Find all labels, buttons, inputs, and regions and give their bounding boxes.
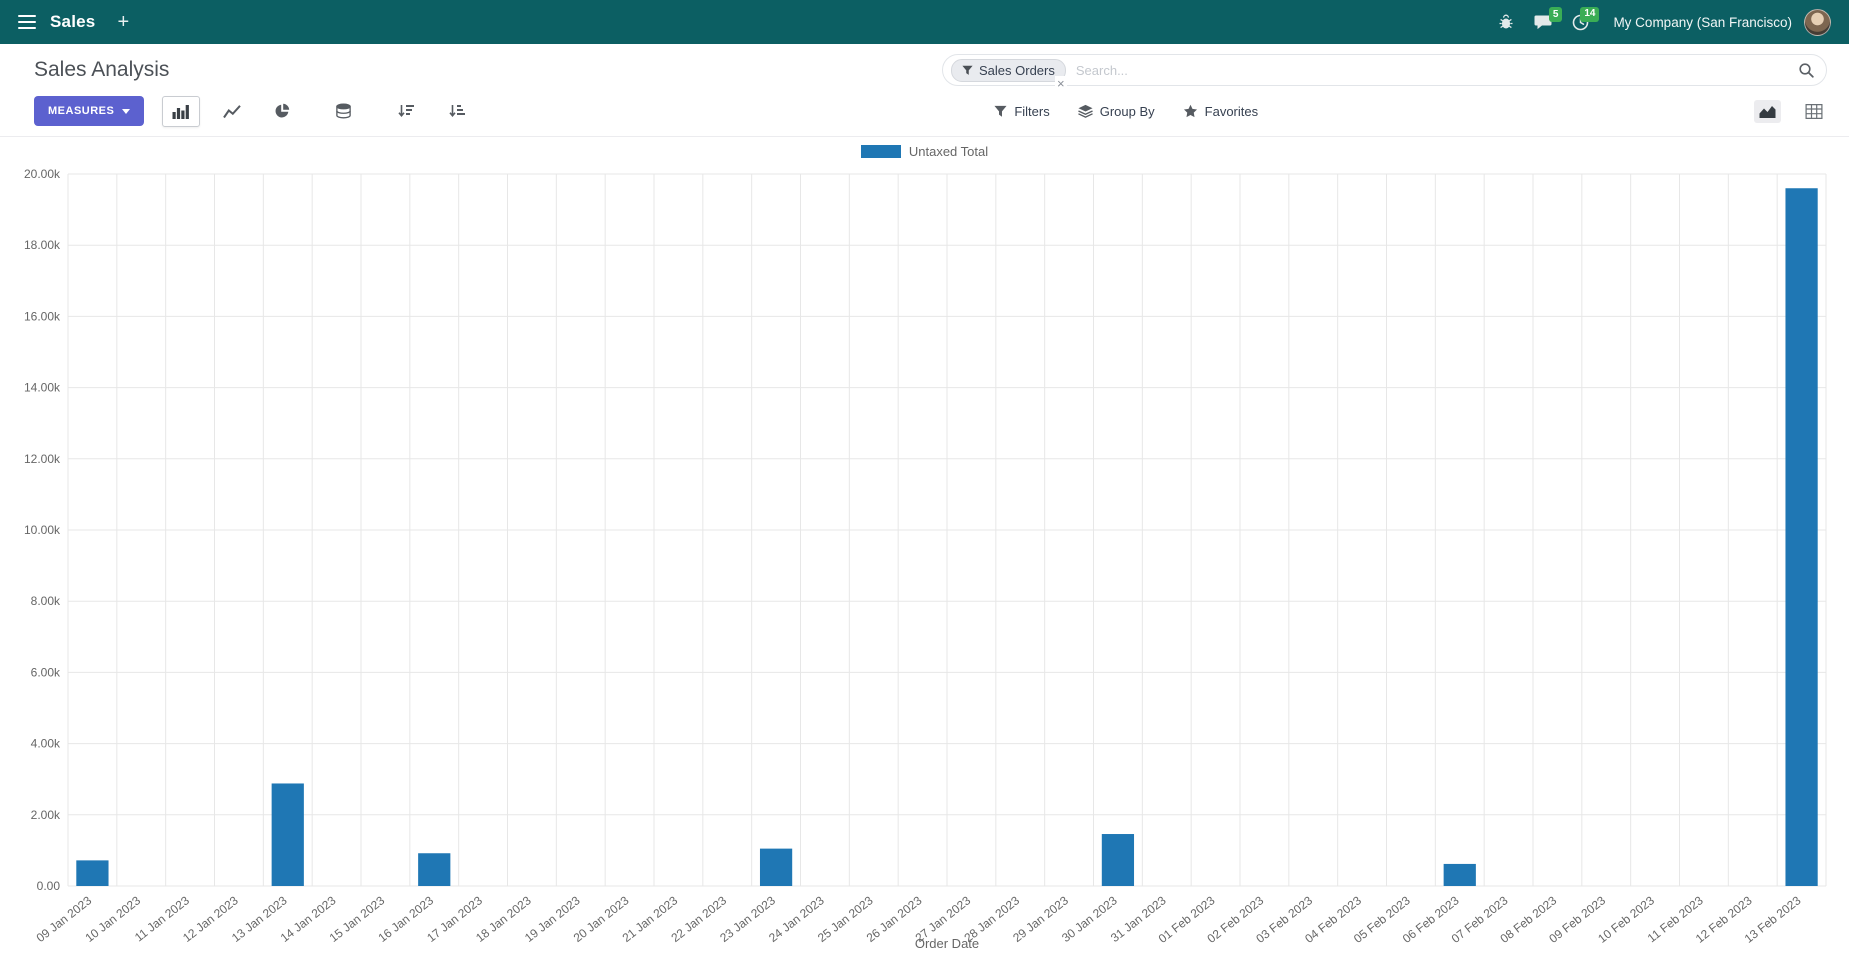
activities-badge: 14 xyxy=(1580,6,1600,22)
y-tick-label: 6.00k xyxy=(31,665,61,679)
apps-menu-icon[interactable] xyxy=(14,11,40,33)
y-tick-label: 18.00k xyxy=(24,238,61,252)
stacked-toggle-button[interactable] xyxy=(325,95,362,127)
grid-lines xyxy=(67,173,1827,887)
filters-label: Filters xyxy=(1014,103,1050,119)
messages-icon[interactable]: 5 xyxy=(1534,7,1563,30)
y-tick-label: 8.00k xyxy=(31,594,61,608)
star-icon xyxy=(1183,104,1197,118)
pivot-view-button[interactable] xyxy=(1801,100,1827,123)
x-axis-title: Order Date xyxy=(915,936,979,951)
bar-16-jan-2023[interactable] xyxy=(418,853,451,886)
graph-view-button[interactable] xyxy=(1754,99,1781,123)
bar-23-jan-2023[interactable] xyxy=(759,848,793,886)
sales-analysis-bar-chart: 0.00 2.00k 4.00k 6.00k 8.00k 10.00k 12.00k 14.0… xyxy=(24,167,1827,951)
pivot-table-icon xyxy=(1805,103,1823,119)
legend-label: Untaxed Total xyxy=(908,144,989,159)
y-tick-label: 2.00k xyxy=(31,808,61,822)
y-tick-label: 20.00k xyxy=(24,167,61,181)
company-switcher[interactable]: My Company (San Francisco) xyxy=(1613,14,1792,30)
bar-chart-button[interactable] xyxy=(162,95,201,127)
new-record-button[interactable]: + xyxy=(117,10,130,33)
line-chart-button[interactable] xyxy=(213,96,251,127)
y-tick-label: 0.00 xyxy=(37,879,61,893)
y-tick-label: 12.00k xyxy=(24,452,61,466)
facet-remove-icon[interactable]: × xyxy=(1055,76,1067,91)
search-facet-label: Sales Orders xyxy=(979,62,1055,78)
y-axis-labels: 0.00 2.00k 4.00k 6.00k 8.00k 10.00k 12.00k 14.0… xyxy=(24,167,61,893)
caret-down-icon xyxy=(122,108,131,114)
legend-swatch xyxy=(860,145,901,158)
layers-icon xyxy=(1077,104,1093,118)
page-title: Sales Analysis xyxy=(34,58,170,81)
bars xyxy=(76,188,1818,887)
chart-area: Untaxed Total 0.00 2.00k 4.00k 6.00k 8.00k 10… xyxy=(0,144,1849,956)
search-icon[interactable] xyxy=(1798,62,1814,78)
y-tick-label: 14.00k xyxy=(24,381,61,395)
y-tick-label: 4.00k xyxy=(31,737,61,751)
search-bar[interactable]: Sales Orders × xyxy=(942,54,1827,91)
measures-button[interactable]: MEASURES xyxy=(34,96,145,126)
filter-icon xyxy=(962,65,973,76)
filter-icon xyxy=(994,105,1007,117)
search-options: Filters Group By Favorites xyxy=(994,104,1258,119)
favorites-label: Favorites xyxy=(1204,103,1259,119)
y-tick-label: 16.00k xyxy=(24,309,61,323)
top-navbar: Sales + 5 14 My Company (San Francisco) xyxy=(0,0,1849,44)
y-tick-label: 10.00k xyxy=(24,523,61,537)
chart-type-buttons xyxy=(162,95,489,127)
search-input[interactable] xyxy=(1075,62,1798,78)
measures-button-label: MEASURES xyxy=(48,105,115,117)
bar-13-jan-2023[interactable] xyxy=(271,783,304,886)
app-name[interactable]: Sales xyxy=(50,12,96,31)
control-panel: Sales Analysis Sales Orders × xyxy=(0,44,1849,137)
bar-13-feb-2023[interactable] xyxy=(1785,188,1818,887)
group-by-label: Group By xyxy=(1099,103,1155,119)
area-chart-icon xyxy=(1759,105,1776,118)
chart-legend[interactable]: Untaxed Total xyxy=(16,144,1833,159)
sort-descending-button[interactable] xyxy=(387,95,425,127)
user-avatar[interactable] xyxy=(1804,8,1831,36)
bar-06-feb-2023[interactable] xyxy=(1443,863,1476,886)
view-toolbar: MEASURES xyxy=(34,95,1827,127)
search-facet[interactable]: Sales Orders xyxy=(951,58,1066,82)
view-switcher xyxy=(1754,99,1827,123)
group-by-button[interactable]: Group By xyxy=(1077,103,1155,119)
messages-badge: 5 xyxy=(1548,7,1563,22)
sort-ascending-button[interactable] xyxy=(438,95,476,127)
pie-chart-button[interactable] xyxy=(264,95,300,127)
bar-30-jan-2023[interactable] xyxy=(1101,834,1135,886)
bar-09-jan-2023[interactable] xyxy=(76,860,109,886)
filters-button[interactable]: Filters xyxy=(994,103,1050,119)
debug-icon[interactable] xyxy=(1498,14,1514,30)
favorites-button[interactable]: Favorites xyxy=(1183,104,1258,119)
activities-icon[interactable]: 14 xyxy=(1572,6,1600,31)
